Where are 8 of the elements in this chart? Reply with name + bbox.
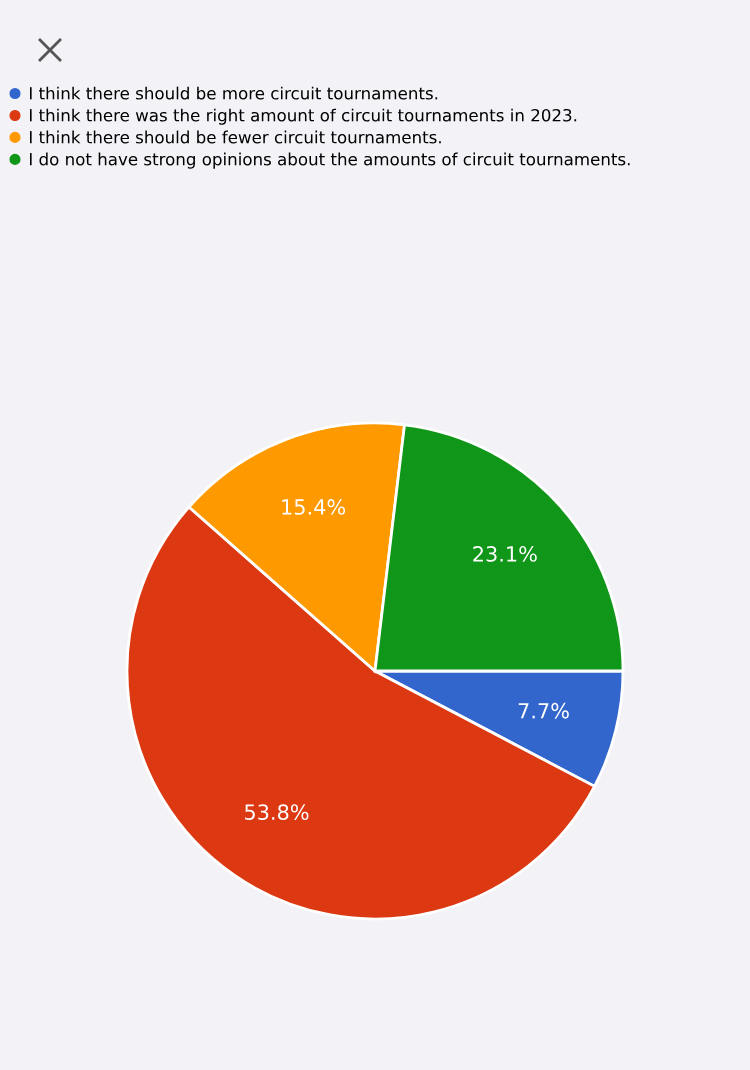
legend-label: I think there was the right amount of circuit tournaments in 2023. bbox=[29, 108, 577, 125]
legend-label: I think there should be fewer circuit tournaments. bbox=[29, 130, 441, 144]
data-label: 53.8% bbox=[245, 804, 309, 821]
data-label: 7.7% bbox=[518, 702, 569, 719]
legend-label: I think there should be more circuit tournaments. bbox=[29, 86, 438, 100]
data-label: 23.1% bbox=[473, 546, 537, 562]
legend-label: I do not have strong opinions about the amounts of circuit tournaments. bbox=[29, 152, 630, 169]
data-label: 15.4% bbox=[282, 499, 346, 515]
